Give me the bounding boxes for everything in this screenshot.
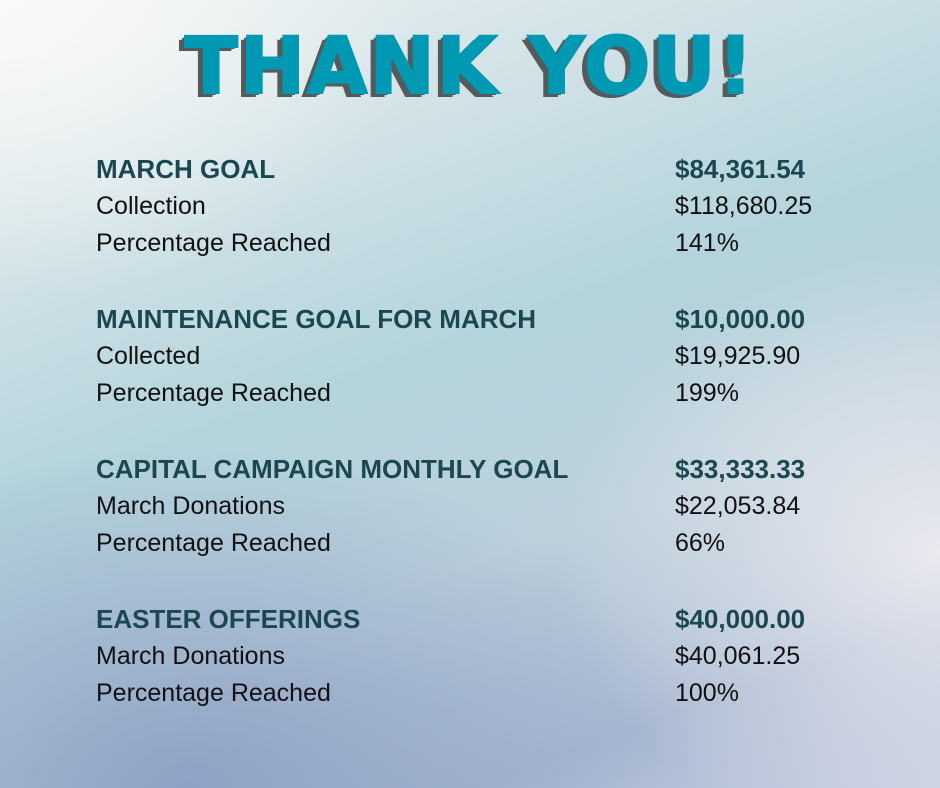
data-row: Collection $118,680.25: [96, 188, 896, 225]
section-heading: MAINTENANCE GOAL FOR MARCH $10,000.00: [96, 301, 896, 338]
section-heading: MARCH GOAL $84,361.54: [96, 151, 896, 188]
row-value: $40,061.25: [675, 642, 801, 670]
row-value: $19,925.90: [675, 342, 801, 370]
goal-value: $40,000.00: [675, 604, 806, 634]
section-heading: EASTER OFFERINGS $40,000.00: [96, 601, 896, 638]
data-row: Percentage Reached 141%: [96, 225, 896, 262]
row-value: $22,053.84: [675, 492, 801, 520]
row-value: 141%: [675, 229, 739, 257]
goal-value: $33,333.33: [675, 454, 806, 484]
data-row: Percentage Reached 66%: [96, 525, 896, 562]
heading-label: MAINTENANCE GOAL FOR MARCH: [96, 304, 537, 334]
data-row: March Donations $40,061.25: [96, 638, 896, 675]
page-title: THANK YOU!: [184, 21, 756, 113]
row-label: Percentage Reached: [96, 679, 331, 707]
row-value: $118,680.25: [675, 192, 813, 220]
row-label: Percentage Reached: [96, 529, 331, 557]
row-label: March Donations: [96, 492, 285, 520]
data-row: March Donations $22,053.84: [96, 488, 896, 525]
row-label: March Donations: [96, 642, 285, 670]
data-row: Percentage Reached 199%: [96, 375, 896, 412]
row-label: Percentage Reached: [96, 379, 331, 407]
heading-label: EASTER OFFERINGS: [96, 604, 361, 634]
data-row: Percentage Reached 100%: [96, 675, 896, 712]
section-easter-offerings: EASTER OFFERINGS $40,000.00 March Donatio…: [96, 601, 896, 712]
row-value: 100%: [675, 679, 739, 707]
row-label: Collected: [96, 342, 201, 370]
heading-label: CAPITAL CAMPAIGN MONTHLY GOAL: [96, 454, 569, 484]
row-value: 199%: [675, 379, 739, 407]
goal-value: $84,361.54: [675, 154, 806, 184]
section-march-goal: MARCH GOAL $84,361.54 Collection $118,680.…: [96, 151, 896, 262]
row-label: Collection: [96, 192, 206, 220]
section-capital-campaign: CAPITAL CAMPAIGN MONTHLY GOAL $33,333.33 …: [96, 451, 896, 562]
section-heading: CAPITAL CAMPAIGN MONTHLY GOAL $33,333.33: [96, 451, 896, 488]
goal-value: $10,000.00: [675, 304, 806, 334]
data-row: Collected $19,925.90: [96, 338, 896, 375]
row-label: Percentage Reached: [96, 229, 331, 257]
section-maintenance-goal: MAINTENANCE GOAL FOR MARCH $10,000.00 Col…: [96, 301, 896, 412]
heading-label: MARCH GOAL: [96, 154, 276, 184]
row-value: 66%: [675, 529, 726, 557]
